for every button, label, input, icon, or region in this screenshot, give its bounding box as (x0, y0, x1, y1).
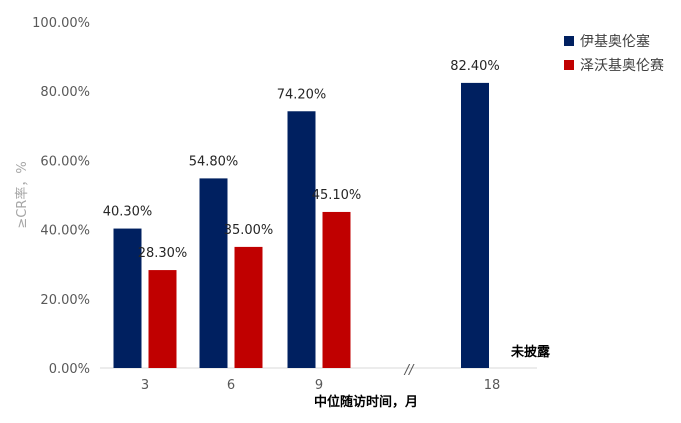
data-label: 82.40% (450, 59, 500, 74)
x-tick-label: 18 (484, 378, 501, 393)
not-disclosed-label: 未披露 (510, 344, 551, 360)
bar (461, 82, 489, 368)
y-tick-label: 60.00% (40, 154, 90, 169)
x-axis-ticks: 3 6 9 18 (141, 378, 500, 393)
x-tick-label: 6 (227, 378, 235, 393)
legend-swatch (564, 36, 574, 46)
y-tick-label: 40.00% (40, 224, 90, 239)
bar (234, 246, 263, 368)
bar (322, 211, 351, 368)
data-label: 35.00% (224, 223, 274, 238)
data-label: 45.10% (312, 188, 362, 203)
data-label: 54.80% (189, 154, 239, 169)
y-tick-label: 80.00% (40, 85, 90, 100)
data-label: 40.30% (103, 205, 153, 220)
y-tick-label: 100.00% (32, 16, 90, 31)
y-tick-label: 20.00% (40, 293, 90, 308)
x-axis-title: 中位随访时间，月 (314, 394, 418, 410)
y-axis-ticks: 0.00% 20.00% 40.00% 60.00% 80.00% 100.00% (32, 16, 90, 377)
data-label: 74.20% (277, 87, 327, 102)
x-tick-label: 9 (315, 378, 323, 393)
axis-break-mark: // (404, 363, 415, 378)
y-tick-label: 0.00% (49, 362, 90, 377)
bars: 40.30% 54.80% 74.20% 82.40% 28.30% 35.00% 45.1… (103, 59, 500, 368)
x-tick-label: 3 (141, 378, 149, 393)
bar (148, 270, 177, 368)
bar (113, 228, 142, 368)
y-axis-title: ≥CR率，% (14, 161, 30, 228)
bar (199, 178, 228, 368)
legend-swatch (564, 60, 574, 70)
legend-label: 泽沃基奥伦赛 (580, 57, 664, 74)
bar (287, 111, 316, 368)
legend-label: 伊基奥伦塞 (580, 33, 650, 50)
data-label: 28.30% (138, 246, 188, 261)
